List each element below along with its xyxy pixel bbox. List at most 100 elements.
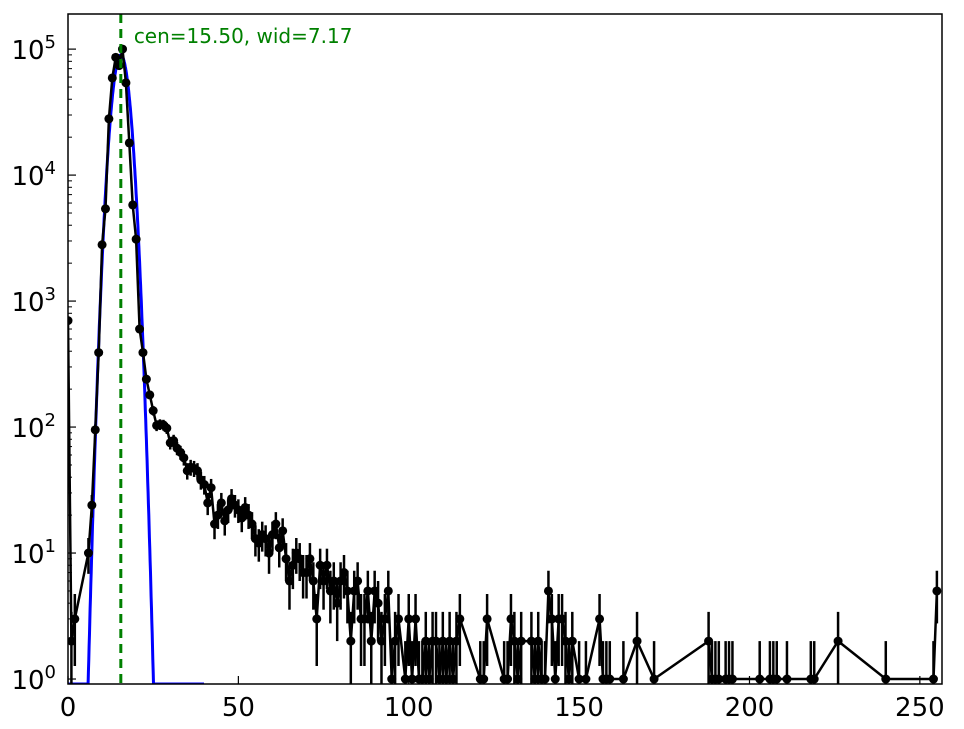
- data-point: [349, 586, 359, 596]
- plot-frame: [67, 13, 943, 685]
- x-tick-label: 0: [60, 693, 77, 723]
- data-point: [434, 674, 444, 684]
- data-point: [97, 240, 107, 250]
- y-tick-label: 101: [11, 536, 56, 570]
- data-point: [240, 502, 250, 512]
- data-point: [550, 674, 560, 684]
- data-point: [445, 636, 455, 646]
- data-point: [278, 526, 288, 536]
- data-point: [162, 423, 172, 433]
- data-point: [70, 614, 80, 624]
- data-point: [124, 138, 134, 148]
- y-axis: 100 101 102 103 104 105: [11, 32, 76, 696]
- data-point: [141, 374, 151, 384]
- data-point: [714, 674, 724, 684]
- data-point: [107, 73, 117, 83]
- data-point: [932, 586, 942, 596]
- data-point: [295, 554, 305, 564]
- data-point: [530, 674, 540, 684]
- data-point: [237, 513, 247, 523]
- data-point: [618, 674, 628, 684]
- data-point: [244, 510, 254, 520]
- data-point: [727, 674, 737, 684]
- data-point: [206, 483, 216, 493]
- data-point: [312, 614, 322, 624]
- data-point: [533, 636, 543, 646]
- data-point: [261, 534, 271, 544]
- data-point: [90, 425, 100, 435]
- data-point: [513, 674, 523, 684]
- error-bars: [68, 48, 939, 684]
- data-point: [376, 636, 386, 646]
- data-point: [305, 554, 315, 564]
- data-point: [451, 636, 461, 646]
- data-point: [216, 498, 226, 508]
- data-point: [264, 548, 274, 558]
- data-point: [411, 614, 421, 624]
- data-point: [94, 348, 104, 358]
- data-point: [581, 674, 591, 684]
- data-point: [68, 636, 76, 646]
- data-point: [220, 516, 230, 526]
- data-point: [387, 674, 397, 684]
- data-points: [68, 44, 942, 684]
- data-point: [881, 674, 891, 684]
- data-point: [332, 598, 342, 608]
- data-point: [400, 674, 410, 684]
- data-point: [421, 636, 431, 646]
- data-point: [564, 674, 574, 684]
- data-point: [322, 560, 332, 570]
- data-point: [441, 674, 451, 684]
- x-tick-label: 50: [222, 693, 255, 723]
- data-point: [363, 586, 373, 596]
- data-point: [431, 636, 441, 646]
- data-point: [111, 52, 121, 62]
- gaussian-fit-curve: [68, 53, 204, 684]
- data-point: [605, 674, 615, 684]
- data-point: [233, 505, 243, 515]
- data-point: [547, 614, 557, 624]
- data-point: [213, 510, 223, 520]
- data-point: [649, 674, 659, 684]
- data-point: [560, 636, 570, 646]
- y-tick-label: 104: [11, 158, 56, 192]
- data-point: [417, 674, 427, 684]
- data-point: [169, 436, 179, 446]
- data-point: [782, 674, 792, 684]
- data-point: [138, 348, 148, 358]
- data-point: [148, 406, 158, 416]
- data-point: [271, 519, 281, 529]
- data-point: [557, 614, 567, 624]
- data-point: [407, 674, 417, 684]
- data-point: [503, 674, 513, 684]
- data-point: [833, 636, 843, 646]
- data-point: [404, 614, 414, 624]
- data-point: [353, 576, 363, 586]
- x-tick-label: 150: [554, 693, 604, 723]
- data-point: [199, 479, 209, 489]
- data-point: [366, 636, 376, 646]
- data-line: [68, 48, 939, 681]
- data-point: [302, 568, 312, 578]
- data-point: [308, 576, 318, 586]
- data-point: [704, 636, 714, 646]
- data-point: [543, 586, 553, 596]
- data-point: [380, 614, 390, 624]
- plot-area: [68, 14, 942, 684]
- data-point: [424, 674, 434, 684]
- data-point: [145, 390, 155, 400]
- data-point: [104, 114, 114, 124]
- data-point: [325, 586, 335, 596]
- x-tick-label: 250: [895, 693, 945, 723]
- data-point: [336, 576, 346, 586]
- data-point: [809, 674, 819, 684]
- y-tick-label: 105: [11, 32, 56, 66]
- data-point: [284, 576, 294, 586]
- data-point: [254, 538, 264, 548]
- data-point: [516, 636, 526, 646]
- data-point: [319, 576, 329, 586]
- data-point: [359, 614, 369, 624]
- data-point: [390, 636, 400, 646]
- data-point: [87, 500, 97, 510]
